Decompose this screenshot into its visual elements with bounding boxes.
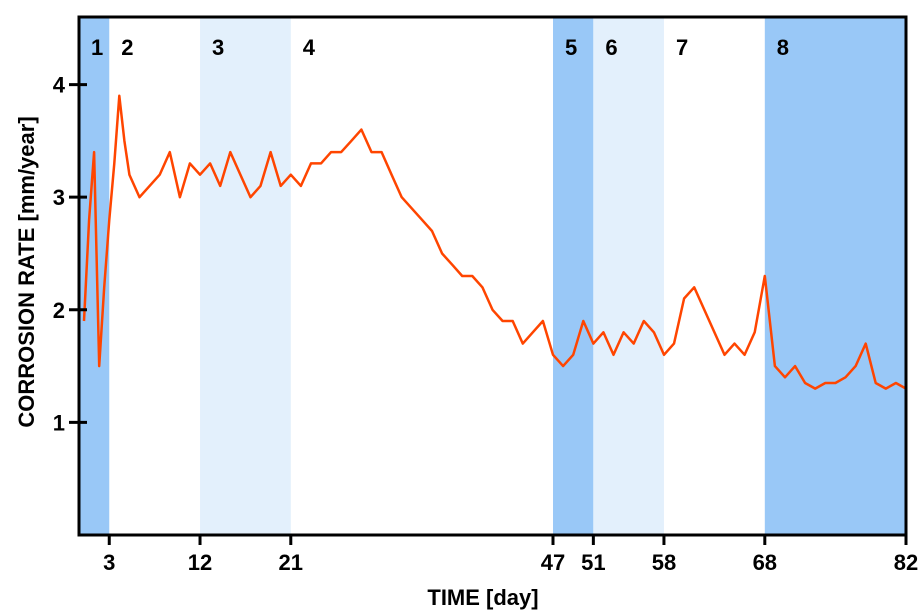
- plot-frame: [77, 15, 908, 537]
- y-axis-ticks: 1 2 3 4: [53, 73, 87, 435]
- x-tick-label-82: 82: [894, 550, 918, 575]
- x-tick-label-51: 51: [581, 550, 605, 575]
- series-line-0: [82, 94, 907, 390]
- y-tick-label-2: 2: [53, 298, 65, 323]
- series-layer: [82, 94, 907, 390]
- band-label-5: 5: [565, 35, 577, 60]
- y-tick-label-3: 3: [53, 185, 65, 210]
- x-axis-ticks: 3 12 21 47 51 58 68 82: [103, 535, 918, 575]
- band-label-6: 6: [605, 35, 617, 60]
- x-tick-label-12: 12: [188, 550, 212, 575]
- band-label-7: 7: [676, 35, 688, 60]
- band-8: [764, 17, 906, 535]
- band-6: [593, 17, 664, 535]
- x-tick-label-58: 58: [652, 550, 676, 575]
- y-tick-label-4: 4: [53, 73, 66, 98]
- band-label-3: 3: [212, 35, 224, 60]
- y-axis-title: CORROSION RATE [mm/year]: [14, 116, 39, 427]
- band-5: [553, 17, 594, 535]
- x-tick-label-68: 68: [753, 550, 777, 575]
- y-tick-label-1: 1: [53, 410, 65, 435]
- band-label-8: 8: [777, 35, 789, 60]
- band-label-4: 4: [303, 35, 316, 60]
- band-label-2: 2: [121, 35, 133, 60]
- x-axis-title: TIME [day]: [427, 585, 538, 610]
- x-tick-label-47: 47: [541, 550, 565, 575]
- band-label-1: 1: [91, 35, 103, 60]
- x-tick-label-21: 21: [279, 550, 303, 575]
- x-tick-label-3: 3: [103, 550, 115, 575]
- band-3: [200, 17, 291, 535]
